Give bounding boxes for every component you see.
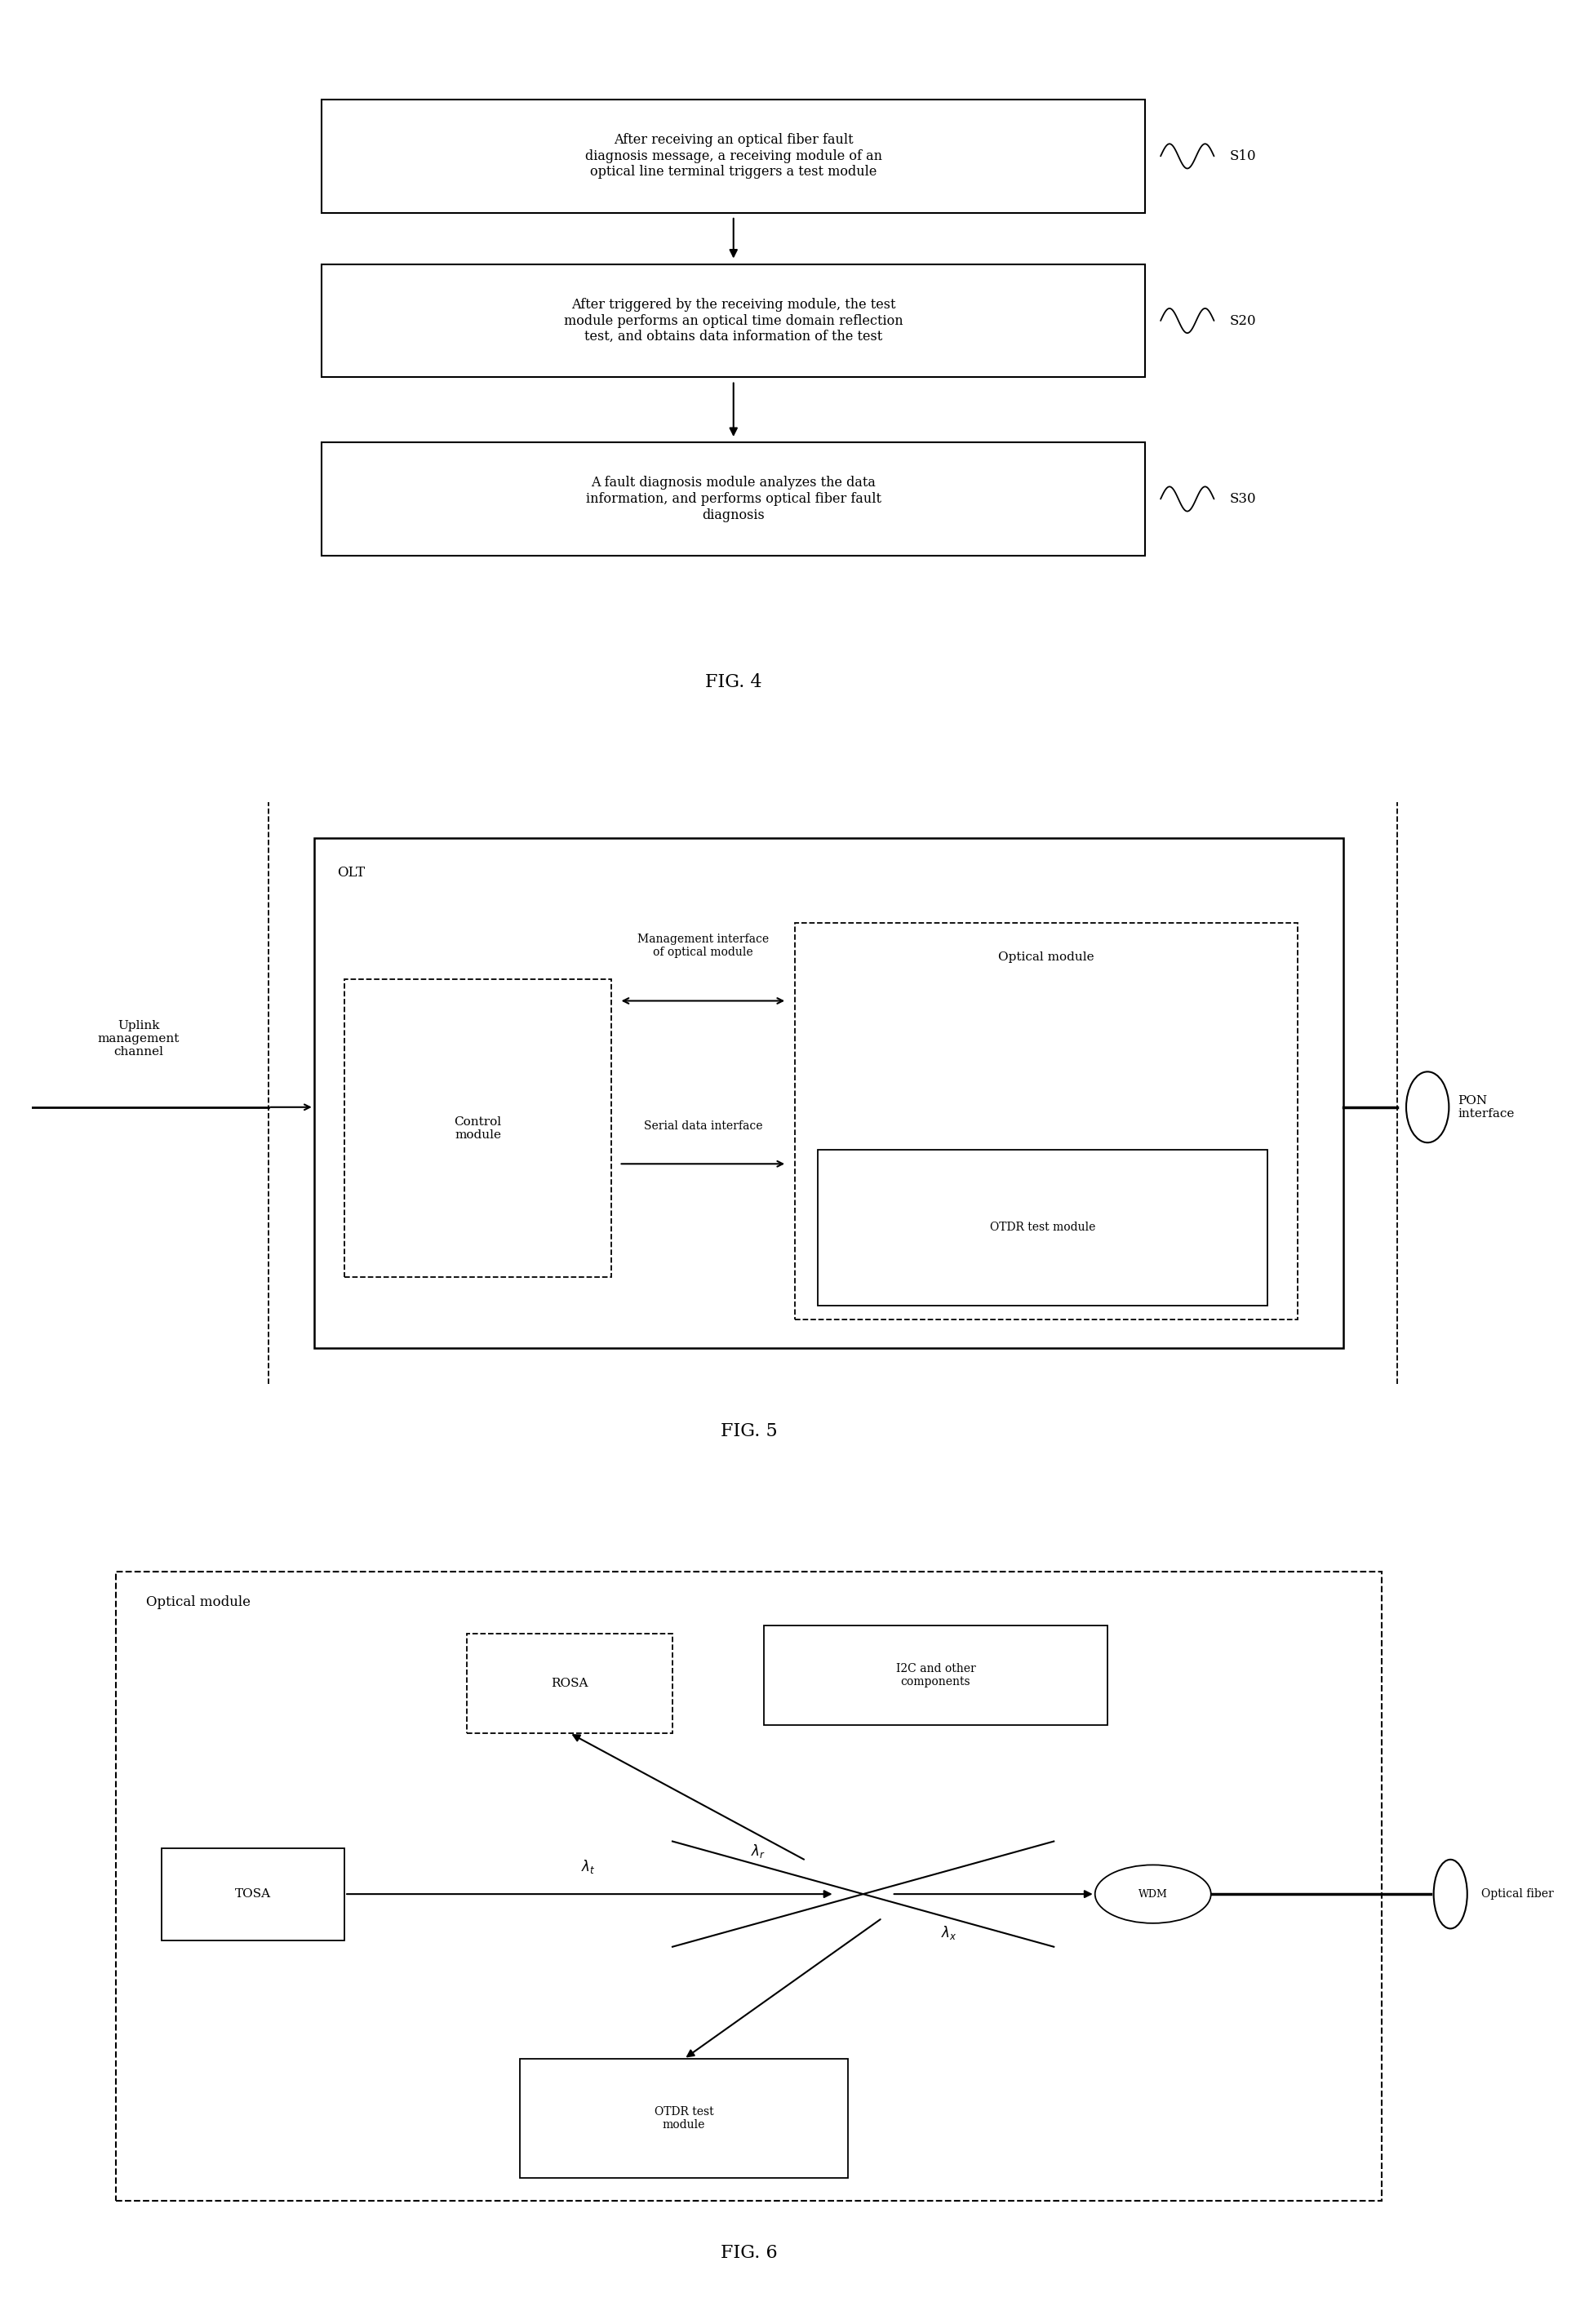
FancyBboxPatch shape — [794, 923, 1298, 1320]
FancyBboxPatch shape — [321, 100, 1146, 214]
Text: $\lambda_x$: $\lambda_x$ — [941, 1924, 957, 1941]
Text: S10: S10 — [1230, 149, 1255, 163]
FancyBboxPatch shape — [520, 2059, 849, 2178]
Text: OLT: OLT — [337, 867, 365, 881]
Text: Control
module: Control module — [454, 1116, 502, 1141]
Text: Uplink
management
channel: Uplink management channel — [97, 1020, 180, 1057]
Text: Optical module: Optical module — [146, 1594, 251, 1608]
Text: Management interface
of optical module: Management interface of optical module — [637, 934, 769, 957]
Text: OTDR test module: OTDR test module — [990, 1222, 1095, 1234]
FancyBboxPatch shape — [162, 1848, 345, 1941]
Text: ROSA: ROSA — [551, 1678, 588, 1690]
Text: Optical fiber: Optical fiber — [1481, 1889, 1554, 1899]
FancyBboxPatch shape — [116, 1571, 1382, 2201]
Text: S20: S20 — [1230, 314, 1255, 328]
Text: After receiving an optical fiber fault
diagnosis message, a receiving module of : After receiving an optical fiber fault d… — [585, 132, 882, 179]
FancyBboxPatch shape — [764, 1627, 1108, 1724]
Ellipse shape — [1433, 1859, 1467, 1929]
FancyBboxPatch shape — [321, 265, 1146, 376]
FancyBboxPatch shape — [817, 1150, 1268, 1306]
Text: OTDR test
module: OTDR test module — [655, 2106, 713, 2131]
FancyBboxPatch shape — [467, 1634, 672, 1734]
Text: WDM: WDM — [1138, 1889, 1168, 1899]
FancyBboxPatch shape — [321, 442, 1146, 555]
FancyBboxPatch shape — [345, 981, 612, 1278]
Text: FIG. 4: FIG. 4 — [706, 674, 761, 690]
Text: PON
interface: PON interface — [1459, 1095, 1514, 1120]
Circle shape — [1095, 1864, 1211, 1924]
Text: FIG. 6: FIG. 6 — [720, 2245, 777, 2261]
Text: $\lambda_t$: $\lambda_t$ — [582, 1857, 596, 1875]
Text: Optical module: Optical module — [998, 951, 1095, 962]
Text: Serial data interface: Serial data interface — [644, 1120, 763, 1132]
Ellipse shape — [1406, 1071, 1449, 1143]
Text: After triggered by the receiving module, the test
module performs an optical tim: After triggered by the receiving module,… — [564, 297, 903, 344]
Text: A fault diagnosis module analyzes the data
information, and performs optical fib: A fault diagnosis module analyzes the da… — [586, 476, 882, 523]
Text: FIG. 5: FIG. 5 — [720, 1422, 777, 1441]
FancyBboxPatch shape — [315, 839, 1344, 1348]
Text: TOSA: TOSA — [235, 1889, 272, 1899]
Text: S30: S30 — [1230, 493, 1255, 507]
Text: $\lambda_r$: $\lambda_r$ — [752, 1843, 766, 1859]
Text: I2C and other
components: I2C and other components — [896, 1664, 976, 1687]
